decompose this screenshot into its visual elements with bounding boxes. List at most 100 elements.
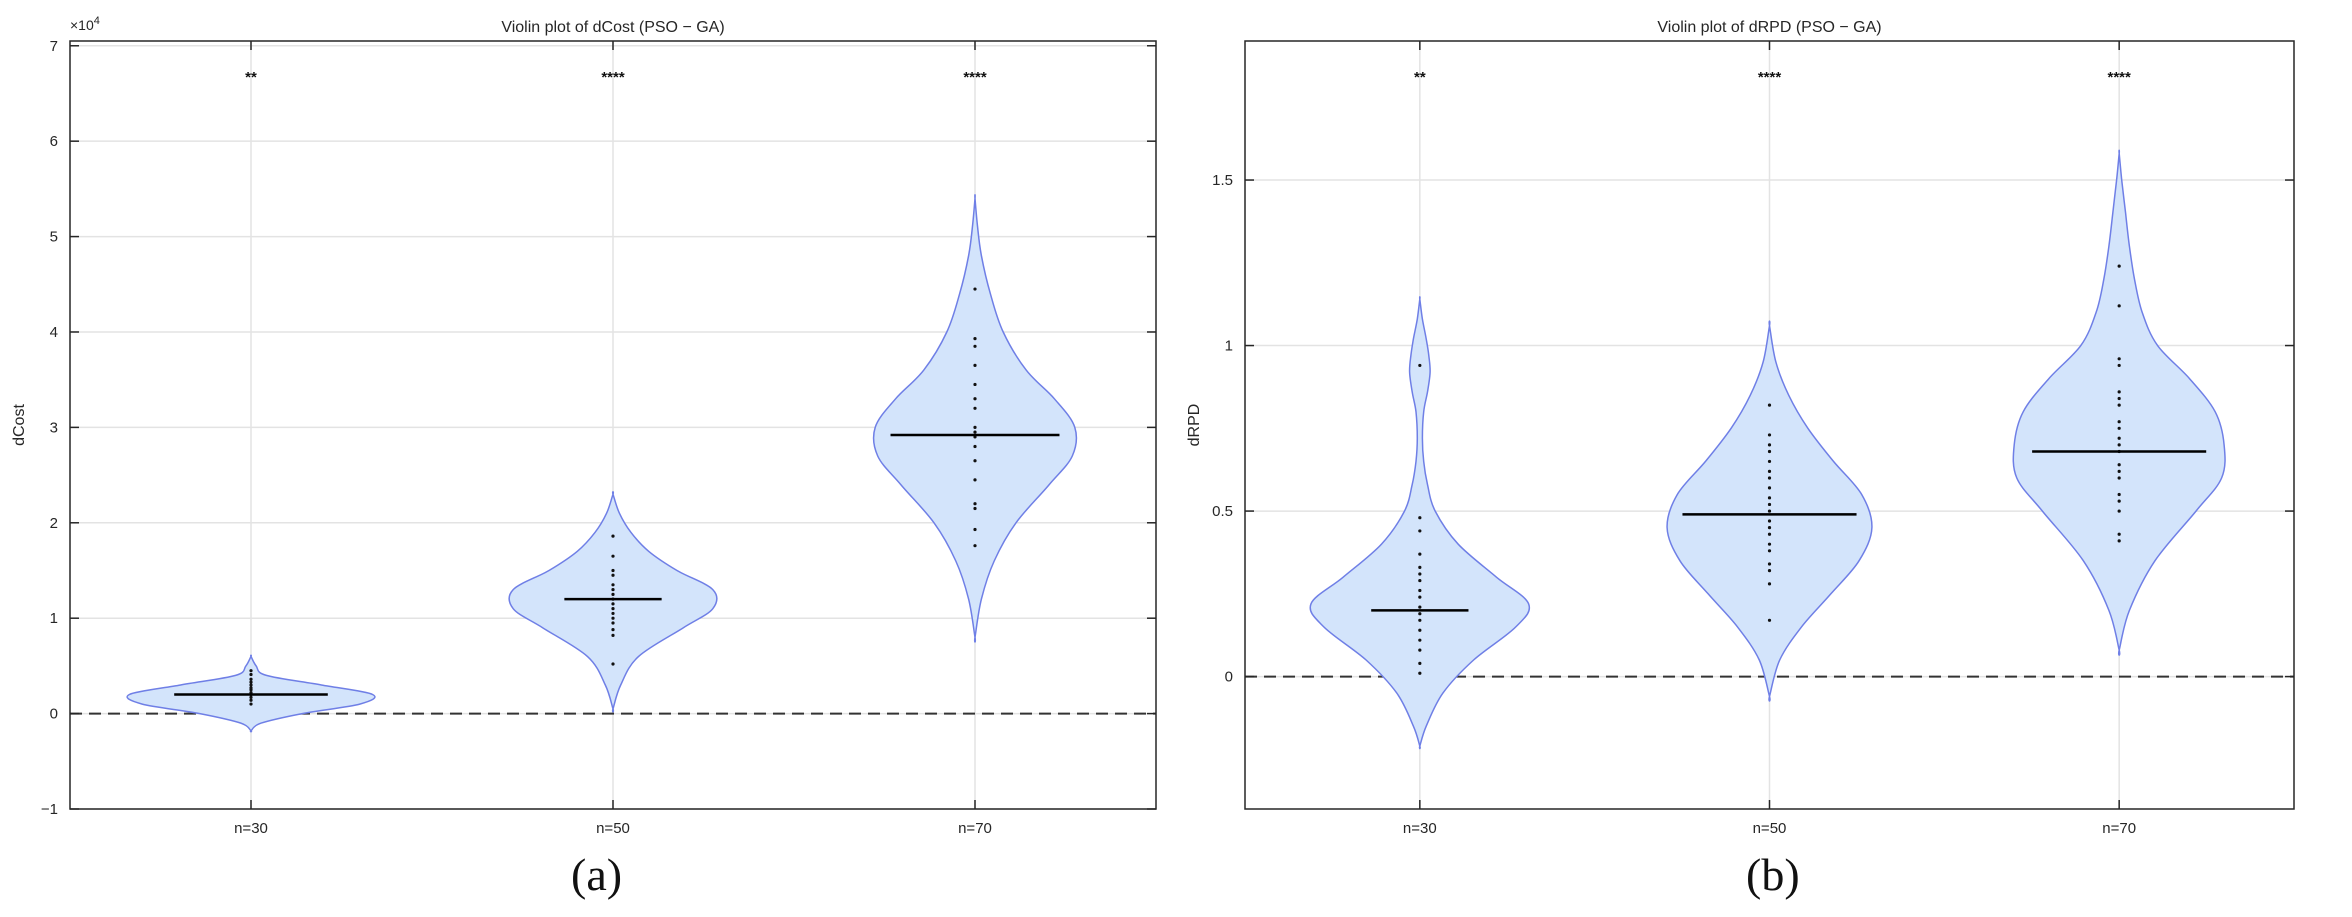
- data-point: [1767, 476, 1772, 480]
- data-point: [973, 425, 977, 429]
- data-point: [1418, 595, 1422, 599]
- y-tick-label: 5: [50, 229, 58, 246]
- violin-n=70: [872, 194, 1078, 643]
- data-point: [2117, 396, 2121, 401]
- x-tick-label: n=70: [2102, 820, 2136, 837]
- data-point: [611, 602, 615, 606]
- data-point: [611, 662, 615, 666]
- data-point: [249, 680, 253, 684]
- y-tick-label: 2: [50, 515, 58, 532]
- data-point: [973, 478, 977, 482]
- y-tick-label: 0: [50, 706, 58, 723]
- data-point: [611, 554, 615, 558]
- data-point: [973, 444, 977, 449]
- data-point: [1418, 516, 1422, 520]
- data-point: [2117, 532, 2121, 536]
- data-point: [611, 616, 615, 620]
- y-tick-label: −1: [41, 801, 58, 818]
- chart-title: Violin plot of dRPD (PSO − GA): [1657, 19, 1881, 36]
- data-point: [249, 686, 253, 690]
- data-point: [1418, 661, 1422, 665]
- violin-n=50: [508, 491, 718, 713]
- x-tick-label: n=50: [596, 820, 630, 837]
- significance-marker: **: [245, 69, 257, 86]
- data-point: [249, 677, 253, 681]
- data-point: [611, 633, 615, 637]
- x-tick-label: n=50: [1753, 820, 1787, 837]
- data-point: [1767, 469, 1772, 473]
- data-point: [1767, 549, 1772, 553]
- data-point: [1767, 502, 1772, 507]
- data-point: [249, 683, 253, 687]
- data-point: [611, 621, 615, 625]
- significance-marker: ****: [2107, 69, 2131, 86]
- chart-title: Violin plot of dCost (PSO − GA): [501, 19, 724, 36]
- data-point: [1418, 628, 1422, 632]
- data-point: [611, 607, 615, 611]
- data-point: [1418, 588, 1422, 593]
- data-point: [2117, 509, 2121, 513]
- data-point: [973, 287, 977, 291]
- y-tick-label: 1.5: [1212, 172, 1233, 189]
- y-tick-label: 1: [1225, 338, 1233, 355]
- significance-marker: **: [1414, 69, 1426, 86]
- data-point: [611, 628, 615, 632]
- data-point: [1767, 459, 1772, 464]
- data-point: [1418, 572, 1422, 576]
- data-point: [1418, 648, 1422, 652]
- data-point: [2117, 403, 2121, 407]
- data-point: [1767, 526, 1772, 530]
- data-point: [973, 363, 977, 367]
- data-point: [2117, 363, 2121, 368]
- data-point: [1418, 638, 1422, 642]
- data-point: [1767, 532, 1772, 536]
- data-point: [2117, 264, 2121, 268]
- data-point: [2117, 443, 2121, 447]
- data-point: [611, 573, 615, 577]
- y-tick-label: 0.5: [1212, 503, 1233, 520]
- data-point: [611, 534, 615, 538]
- data-point: [1418, 363, 1422, 368]
- data-point: [2117, 463, 2121, 467]
- data-point: [973, 502, 977, 506]
- data-point: [1418, 671, 1422, 675]
- x-tick-label: n=30: [234, 820, 268, 837]
- data-point: [2117, 426, 2121, 430]
- x-tick-label: n=70: [958, 820, 992, 837]
- data-point: [1767, 496, 1772, 500]
- data-point: [2117, 539, 2121, 543]
- data-point: [2117, 420, 2121, 424]
- data-point: [1767, 542, 1772, 546]
- data-point: [1767, 562, 1772, 566]
- data-point: [1767, 618, 1772, 622]
- data-point: [1767, 403, 1772, 407]
- y-tick-label: 7: [50, 38, 58, 55]
- data-point: [973, 397, 977, 401]
- data-point: [973, 506, 977, 511]
- panel-label-b: (b): [1746, 849, 1800, 900]
- data-point: [973, 527, 977, 532]
- data-point: [1418, 565, 1422, 569]
- panel-label-a: (a): [571, 849, 623, 900]
- significance-marker: ****: [963, 69, 987, 86]
- data-point: [1767, 582, 1772, 586]
- data-point: [2117, 357, 2121, 361]
- data-point: [973, 430, 977, 434]
- data-point: [1418, 612, 1422, 616]
- data-point: [249, 702, 253, 706]
- data-point: [1767, 569, 1772, 573]
- data-point: [1418, 552, 1422, 556]
- significance-marker: ****: [601, 69, 625, 86]
- data-point: [1767, 449, 1772, 454]
- data-point: [611, 583, 615, 587]
- y-tick-label: 0: [1225, 669, 1233, 686]
- data-point: [2117, 390, 2121, 394]
- data-point: [611, 568, 615, 573]
- data-point: [973, 544, 977, 548]
- y-axis-label: dRPD: [1186, 404, 1203, 447]
- data-point: [611, 587, 615, 592]
- violin-n=30: [1309, 295, 1531, 750]
- data-point: [249, 672, 253, 677]
